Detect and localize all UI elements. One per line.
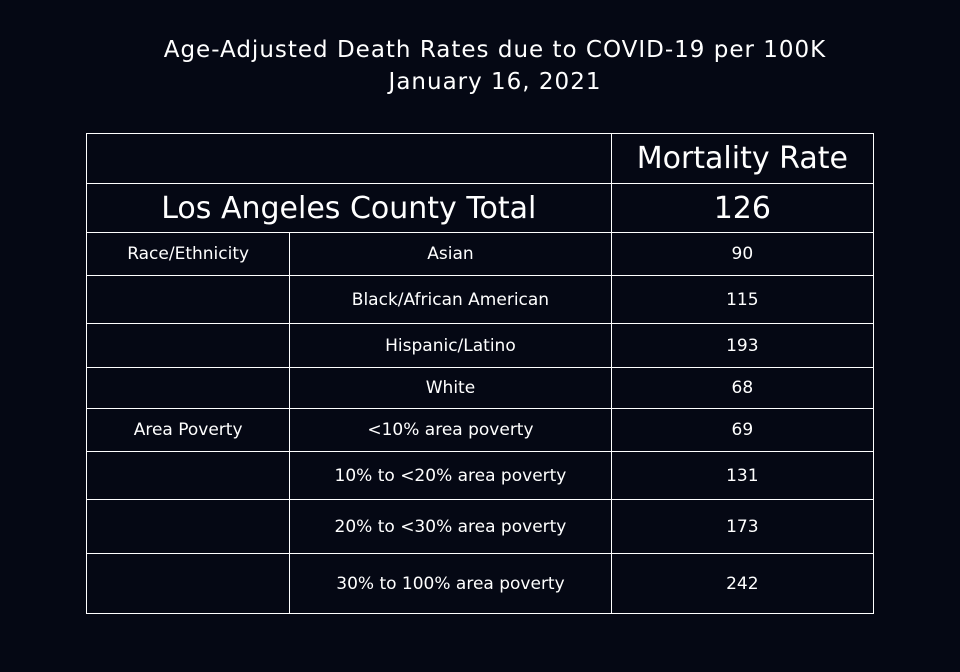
table-row: Hispanic/Latino 193	[85, 323, 875, 368]
table-header-row: Mortality Rate	[86, 133, 875, 184]
value-cell: 242	[610, 553, 875, 614]
group-cell: Area Poverty	[85, 408, 291, 452]
group-cell	[85, 451, 291, 500]
table-row: Area Poverty <10% area poverty 69	[85, 408, 875, 452]
chart-title-block: Age-Adjusted Death Rates due to COVID-19…	[0, 34, 960, 98]
category-cell: White	[289, 367, 612, 409]
group-cell	[85, 275, 291, 324]
table-row: White 68	[85, 367, 875, 409]
group-cell: Race/Ethnicity	[85, 232, 291, 276]
table-row: Black/African American 115	[85, 275, 875, 324]
category-cell: 10% to <20% area poverty	[289, 451, 612, 500]
group-cell	[85, 323, 291, 368]
table-row: 20% to <30% area poverty 173	[85, 499, 875, 554]
value-cell: 173	[610, 499, 875, 554]
header-empty-cell	[86, 133, 612, 184]
mortality-table-container: Mortality Rate Los Angeles County Total …	[85, 133, 875, 614]
chart-title: Age-Adjusted Death Rates due to COVID-19…	[163, 37, 827, 63]
value-cell: 131	[610, 451, 875, 500]
chart-subtitle: January 16, 2021	[388, 69, 602, 95]
group-cell	[85, 553, 291, 614]
value-cell: 68	[610, 367, 875, 409]
group-cell	[85, 499, 291, 554]
mortality-table: Mortality Rate Los Angeles County Total …	[85, 133, 875, 614]
total-label: Los Angeles County Total	[86, 183, 612, 233]
category-cell: Hispanic/Latino	[289, 323, 612, 368]
total-row: Los Angeles County Total 126	[86, 183, 875, 233]
table-row: Race/Ethnicity Asian 90	[85, 232, 875, 276]
table-row: 10% to <20% area poverty 131	[85, 451, 875, 500]
value-cell: 115	[610, 275, 875, 324]
category-cell: 30% to 100% area poverty	[289, 553, 612, 614]
value-cell: 69	[610, 408, 875, 452]
group-cell	[85, 367, 291, 409]
table-row: 30% to 100% area poverty 242	[85, 553, 875, 614]
category-cell: Black/African American	[289, 275, 612, 324]
value-cell: 90	[610, 232, 875, 276]
value-cell: 193	[610, 323, 875, 368]
category-cell: 20% to <30% area poverty	[289, 499, 612, 554]
category-cell: <10% area poverty	[289, 408, 612, 452]
column-header-mortality-rate: Mortality Rate	[610, 133, 875, 184]
category-cell: Asian	[289, 232, 612, 276]
total-value: 126	[610, 183, 875, 233]
